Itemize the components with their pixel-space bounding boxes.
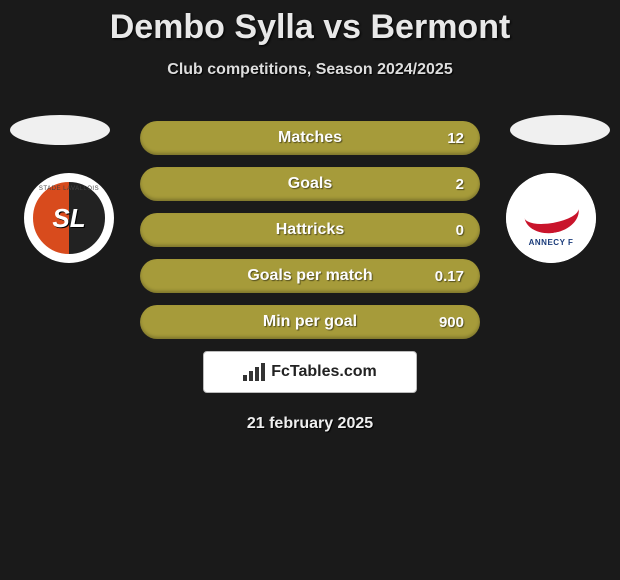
page-title: Dembo Sylla vs Bermont [0,0,620,47]
footer-date: 21 february 2025 [0,415,620,433]
left-club-badge: STADE LAVALLOIS SL [24,173,114,263]
left-player-marker [10,115,110,145]
stat-row-hattricks: Hattricks 0 [140,213,480,247]
stat-value-right: 0.17 [435,268,464,285]
right-badge-text: ANNECY F [529,238,574,247]
right-club-badge: ANNECY F [506,173,596,263]
bar-chart-icon [243,363,265,381]
stat-value-right: 12 [447,130,464,147]
stat-label: Hattricks [276,221,344,239]
right-badge-graphic: ANNECY F [506,173,596,263]
left-badge-top-text: STADE LAVALLOIS [33,186,105,192]
stat-label: Goals [288,175,332,193]
left-badge-graphic: STADE LAVALLOIS SL [30,179,108,257]
right-player-marker [510,115,610,145]
stat-row-goals-per-match: Goals per match 0.17 [140,259,480,293]
stat-row-min-per-goal: Min per goal 900 [140,305,480,339]
stats-bars: Matches 12 Goals 2 Hattricks 0 Goals per… [140,121,480,339]
subtitle: Club competitions, Season 2024/2025 [0,61,620,79]
branding-box[interactable]: FcTables.com [203,351,417,393]
stat-value-right: 0 [456,222,464,239]
stat-label: Matches [278,129,342,147]
branding-text: FcTables.com [271,363,377,381]
stat-row-goals: Goals 2 [140,167,480,201]
stat-value-right: 2 [456,176,464,193]
stat-label: Min per goal [263,313,357,331]
right-badge-swoosh [520,189,581,238]
left-badge-text: SL [52,203,85,234]
stat-value-right: 900 [439,314,464,331]
stat-label: Goals per match [247,267,372,285]
comparison-area: STADE LAVALLOIS SL ANNECY F Matches 12 G… [0,121,620,433]
stat-row-matches: Matches 12 [140,121,480,155]
